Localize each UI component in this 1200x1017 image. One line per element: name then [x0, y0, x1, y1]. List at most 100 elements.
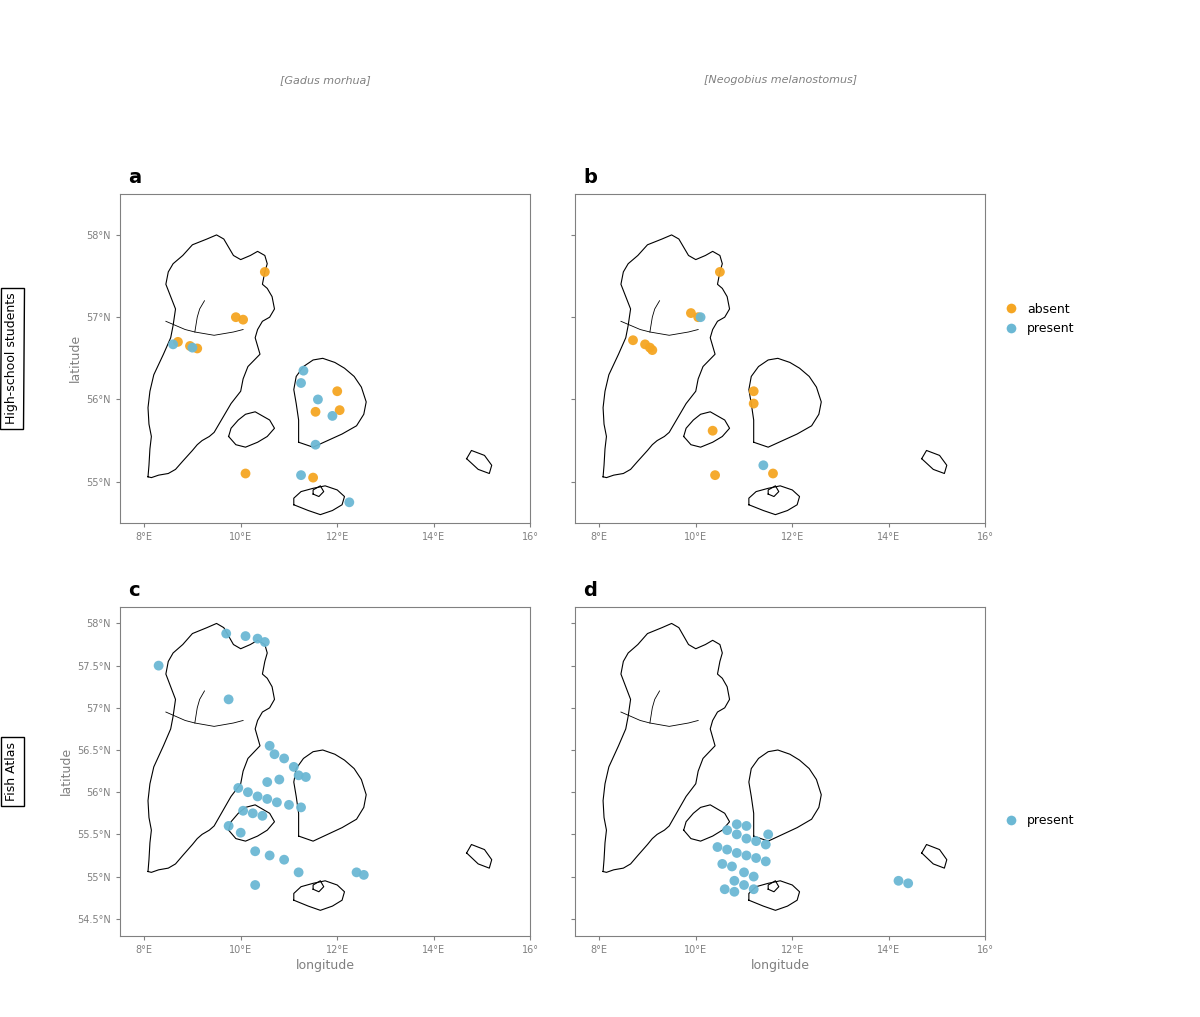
Point	[296, 769, 316, 785]
Point	[340, 494, 359, 511]
Point	[217, 625, 236, 642]
Point	[734, 877, 754, 893]
Point	[689, 309, 708, 325]
Point	[323, 408, 342, 424]
Y-axis label: latitude: latitude	[60, 747, 73, 795]
Point	[746, 833, 766, 849]
Point	[756, 836, 775, 852]
Point	[328, 383, 347, 400]
Point	[275, 851, 294, 868]
Point	[347, 864, 366, 881]
Point	[304, 470, 323, 486]
Point	[623, 333, 642, 349]
Point	[256, 634, 275, 650]
Point	[253, 807, 272, 824]
Point	[763, 466, 782, 482]
Point	[229, 780, 248, 796]
Point	[292, 375, 311, 392]
Point	[708, 839, 727, 855]
Text: b: b	[583, 168, 598, 187]
Point	[722, 858, 742, 875]
Point	[232, 825, 251, 841]
Point	[713, 855, 732, 872]
Point	[691, 309, 710, 325]
Text: High-school students: High-school students	[6, 293, 18, 424]
Point	[292, 467, 311, 483]
X-axis label: longitude: longitude	[751, 959, 810, 972]
Point	[746, 850, 766, 866]
Point	[182, 340, 202, 356]
Text: d: d	[583, 581, 598, 600]
Point	[756, 853, 775, 870]
Point	[727, 845, 746, 861]
Point	[737, 818, 756, 834]
Legend: absent, present: absent, present	[1000, 298, 1080, 340]
Text: c: c	[128, 581, 140, 600]
X-axis label: longitude: longitude	[295, 959, 355, 972]
Point	[306, 436, 325, 453]
Point	[308, 392, 328, 408]
Point	[187, 341, 206, 357]
Point	[727, 816, 746, 832]
Point	[270, 772, 289, 788]
Point	[256, 263, 275, 280]
Point	[725, 873, 744, 889]
Point	[258, 791, 277, 807]
Point	[737, 831, 756, 847]
Point	[899, 876, 918, 892]
Point	[234, 311, 253, 327]
Point	[330, 402, 349, 418]
Point	[236, 627, 256, 644]
Point	[641, 340, 660, 356]
Point	[715, 881, 734, 897]
Text: [Gadus morhua]: [Gadus morhua]	[280, 75, 371, 85]
Point	[280, 796, 299, 813]
Point	[258, 774, 277, 790]
Legend: present: present	[1000, 809, 1080, 832]
Point	[744, 383, 763, 400]
Point	[248, 631, 268, 647]
Point	[246, 843, 265, 859]
Point	[727, 826, 746, 842]
Point	[268, 794, 287, 811]
Point	[889, 873, 908, 889]
Point	[227, 309, 246, 325]
Point	[260, 847, 280, 863]
Point	[744, 869, 763, 885]
Text: Fish Atlas: Fish Atlas	[6, 741, 18, 800]
Point	[734, 864, 754, 881]
Point	[260, 737, 280, 754]
Point	[636, 337, 655, 353]
Point	[737, 847, 756, 863]
Point	[246, 877, 265, 893]
Point	[758, 826, 778, 842]
Text: a: a	[128, 168, 142, 187]
Y-axis label: latitude: latitude	[70, 335, 82, 382]
Point	[718, 841, 737, 857]
Point	[244, 805, 263, 822]
Point	[306, 404, 325, 420]
Point	[289, 767, 308, 783]
Point	[284, 759, 304, 775]
Point	[718, 822, 737, 838]
Point	[239, 784, 258, 800]
Point	[354, 866, 373, 883]
Point	[234, 802, 253, 819]
Point	[180, 338, 199, 354]
Point	[236, 466, 256, 482]
Point	[292, 799, 311, 816]
Point	[265, 746, 284, 763]
Point	[168, 334, 187, 350]
Point	[220, 692, 239, 708]
Text: [Neogobius melanostomus]: [Neogobius melanostomus]	[703, 75, 857, 85]
Point	[220, 818, 239, 834]
Point	[163, 337, 182, 353]
Point	[744, 881, 763, 897]
Point	[744, 396, 763, 412]
Point	[294, 362, 313, 378]
Point	[289, 864, 308, 881]
Point	[643, 342, 662, 358]
Point	[149, 657, 168, 673]
Point	[703, 423, 722, 439]
Point	[725, 884, 744, 900]
